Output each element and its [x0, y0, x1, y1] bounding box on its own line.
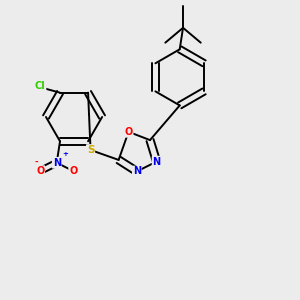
Text: O: O [69, 166, 77, 176]
Text: N: N [52, 158, 61, 168]
Text: N: N [133, 167, 141, 176]
Text: S: S [87, 145, 94, 155]
Text: O: O [124, 127, 133, 137]
Text: Cl: Cl [35, 81, 46, 91]
Text: -: - [34, 158, 38, 167]
Text: N: N [152, 157, 161, 166]
Text: +: + [63, 151, 68, 157]
Text: O: O [36, 166, 44, 176]
